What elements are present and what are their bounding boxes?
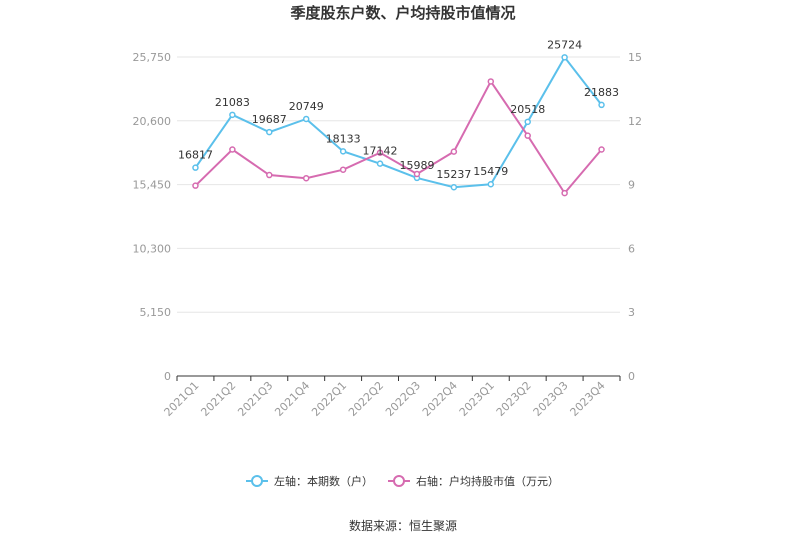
data-point[interactable] xyxy=(266,171,273,179)
data-point[interactable] xyxy=(376,160,384,167)
x-tick-label: 2023Q4 xyxy=(568,379,608,419)
data-label: 15989 xyxy=(399,159,434,172)
data-point[interactable] xyxy=(598,146,605,153)
x-tick-label: 2021Q2 xyxy=(198,379,238,419)
legend-label-right: 右轴：户均持股市值（万元） xyxy=(416,474,559,488)
data-point[interactable] xyxy=(561,54,568,61)
x-axis-ticks: 2021Q12021Q22021Q32021Q42022Q12022Q22022… xyxy=(162,376,621,419)
left-tick-label: 10,300 xyxy=(133,242,172,255)
series-lines xyxy=(192,54,605,197)
x-tick-label: 2022Q2 xyxy=(346,379,386,419)
data-point[interactable] xyxy=(524,118,531,126)
chart-title: 季度股东户数、户均持股市值情况 xyxy=(290,4,515,22)
data-point[interactable] xyxy=(561,189,568,197)
x-tick-label: 2022Q4 xyxy=(420,379,460,419)
right-tick-label: 6 xyxy=(628,242,635,255)
left-tick-label: 5,150 xyxy=(140,306,172,319)
data-label: 20749 xyxy=(289,100,324,113)
data-point[interactable] xyxy=(192,164,199,171)
right-tick-label: 15 xyxy=(628,51,642,64)
data-label: 18133 xyxy=(326,132,361,145)
data-point[interactable] xyxy=(524,132,531,139)
data-point[interactable] xyxy=(450,183,458,191)
left-tick-label: 0 xyxy=(164,370,171,383)
data-point[interactable] xyxy=(339,148,347,155)
right-tick-label: 3 xyxy=(628,306,635,319)
data-point[interactable] xyxy=(376,149,384,156)
data-point[interactable] xyxy=(487,180,495,188)
data-point[interactable] xyxy=(192,182,199,189)
left-axis-ticks: 0 5,150 10,300 15,450 20,600 25,750 xyxy=(133,51,172,383)
left-tick-label: 20,600 xyxy=(133,115,172,128)
data-label: 19687 xyxy=(252,113,287,126)
data-point[interactable] xyxy=(413,170,421,178)
data-label: 15237 xyxy=(436,168,471,181)
data-point[interactable] xyxy=(598,101,605,109)
right-tick-label: 9 xyxy=(628,179,635,192)
data-label: 25724 xyxy=(547,38,582,51)
x-tick-label: 2022Q1 xyxy=(309,379,349,419)
x-tick-label: 2021Q3 xyxy=(235,379,275,419)
data-label: 20518 xyxy=(510,103,545,116)
legend-marker-left xyxy=(251,475,263,487)
series-line-1 xyxy=(194,79,603,195)
legend-item-right[interactable]: 右轴：户均持股市值（万元） xyxy=(388,474,559,488)
right-axis-ticks: 0 3 6 9 12 15 xyxy=(628,51,642,383)
data-point[interactable] xyxy=(302,174,310,182)
x-tick-label: 2023Q3 xyxy=(531,379,571,419)
data-label: 21883 xyxy=(584,86,619,99)
data-point[interactable] xyxy=(302,115,310,123)
x-tick-label: 2021Q1 xyxy=(162,379,202,419)
legend-item-left[interactable]: 左轴：本期数（户） xyxy=(246,474,373,488)
data-point[interactable] xyxy=(487,78,495,85)
data-point[interactable] xyxy=(339,166,347,173)
data-point[interactable] xyxy=(229,111,236,119)
left-tick-label: 15,450 xyxy=(133,179,172,192)
legend-label-left: 左轴：本期数（户） xyxy=(274,474,373,488)
left-tick-label: 25,750 xyxy=(133,51,172,64)
data-label: 16817 xyxy=(178,149,213,162)
x-tick-label: 2023Q1 xyxy=(457,379,497,419)
series-line-0 xyxy=(194,55,603,189)
x-tick-label: 2023Q2 xyxy=(494,379,534,419)
x-tick-label: 2021Q4 xyxy=(272,379,312,419)
legend-marker-right xyxy=(393,475,405,487)
data-label: 17142 xyxy=(363,145,398,158)
x-tick-label: 2022Q3 xyxy=(383,379,423,419)
legend: 左轴：本期数（户） 右轴：户均持股市值（万元） xyxy=(246,474,559,488)
data-point[interactable] xyxy=(266,128,273,136)
right-tick-label: 0 xyxy=(628,370,635,383)
source-note: 数据来源：恒生聚源 xyxy=(349,518,457,533)
right-tick-label: 12 xyxy=(628,115,642,128)
data-point[interactable] xyxy=(229,146,236,153)
data-label: 15479 xyxy=(473,165,508,178)
data-point[interactable] xyxy=(450,148,458,155)
data-label: 21083 xyxy=(215,96,250,109)
